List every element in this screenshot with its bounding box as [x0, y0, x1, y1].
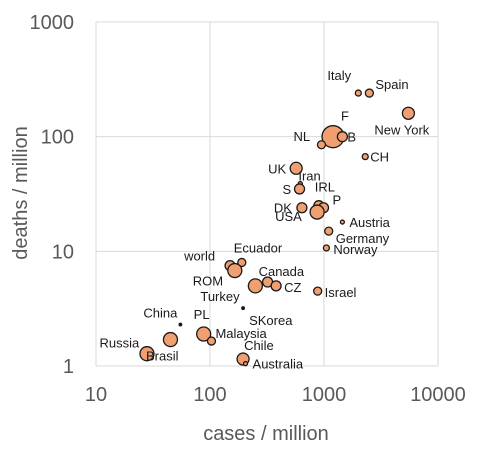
tick-labels: 10 100 1000 10000 1 10 100 1000 — [30, 12, 466, 406]
point-label: Ecuador — [234, 240, 283, 255]
data-point — [339, 219, 346, 225]
point-label: Brasil — [146, 349, 179, 364]
point-label: Iran — [298, 169, 320, 184]
data-point — [324, 226, 334, 236]
data-point — [247, 278, 264, 294]
x-tick-label: 10000 — [410, 384, 466, 406]
point-label: CZ — [284, 280, 301, 295]
point-label: USA — [275, 209, 302, 224]
point-label: Israel — [325, 285, 357, 300]
data-point — [354, 89, 362, 97]
data-point — [309, 204, 325, 220]
data-point — [196, 326, 212, 342]
point-label: Italy — [327, 68, 351, 83]
point-label: NL — [293, 129, 310, 144]
data-point — [206, 336, 217, 346]
point-label: S — [283, 182, 292, 197]
y-tick-label: 100 — [41, 127, 74, 149]
point-label: CH — [370, 150, 389, 165]
point-label: Spain — [375, 77, 408, 92]
point-label: ROM — [193, 274, 223, 289]
point-label: China — [143, 306, 178, 321]
data-point — [361, 152, 369, 161]
data-point — [322, 244, 331, 252]
data-point — [139, 346, 155, 362]
point-label: world — [183, 249, 215, 264]
point-label: New York — [374, 122, 429, 137]
y-tick-label: 1 — [63, 356, 74, 378]
data-point — [313, 286, 323, 296]
point-label: Malaysia — [215, 326, 267, 341]
point-label: PL — [194, 307, 210, 322]
grid-lines — [95, 21, 439, 367]
point-label: P — [333, 193, 342, 208]
y-tick-label: 10 — [52, 241, 74, 263]
point-label: UK — [268, 161, 286, 176]
x-tick-label: 10 — [85, 384, 107, 406]
data-point — [237, 257, 247, 268]
point-label: Russia — [99, 336, 140, 351]
point-label: Norway — [333, 242, 378, 257]
point-label: SKorea — [249, 313, 293, 328]
x-tick-label: 1000 — [302, 384, 347, 406]
data-point — [336, 131, 349, 143]
point-label: F — [341, 109, 349, 124]
data-point — [162, 331, 179, 348]
data-point — [401, 106, 416, 120]
point-label: B — [347, 130, 356, 145]
data-point — [316, 140, 327, 150]
point-labels: Italy Spain New York FB NL CH UK Iran S IRL DK P USA… — [99, 68, 429, 372]
x-axis-label: cases / million — [203, 423, 329, 445]
data-point — [227, 262, 243, 279]
data-point — [242, 360, 249, 367]
x-tick-label: 100 — [193, 384, 226, 406]
point-label: Australia — [253, 357, 304, 372]
data-point — [270, 280, 282, 292]
y-tick-label: 1000 — [30, 12, 75, 34]
point-label: IRL — [315, 180, 335, 195]
data-point — [293, 183, 306, 195]
data-point — [296, 202, 308, 214]
data-point — [178, 322, 183, 327]
data-point — [289, 161, 303, 175]
point-label: Turkey — [200, 289, 240, 304]
point-label: DK — [274, 201, 292, 216]
point-label: Austria — [349, 215, 390, 230]
data-point — [241, 306, 246, 311]
data-point — [364, 88, 375, 98]
data-points — [139, 88, 416, 367]
y-axis-label: deaths / million — [10, 126, 32, 259]
point-label: Germany — [336, 231, 390, 246]
point-label: Canada — [259, 264, 305, 279]
point-label: Chile — [244, 338, 274, 353]
